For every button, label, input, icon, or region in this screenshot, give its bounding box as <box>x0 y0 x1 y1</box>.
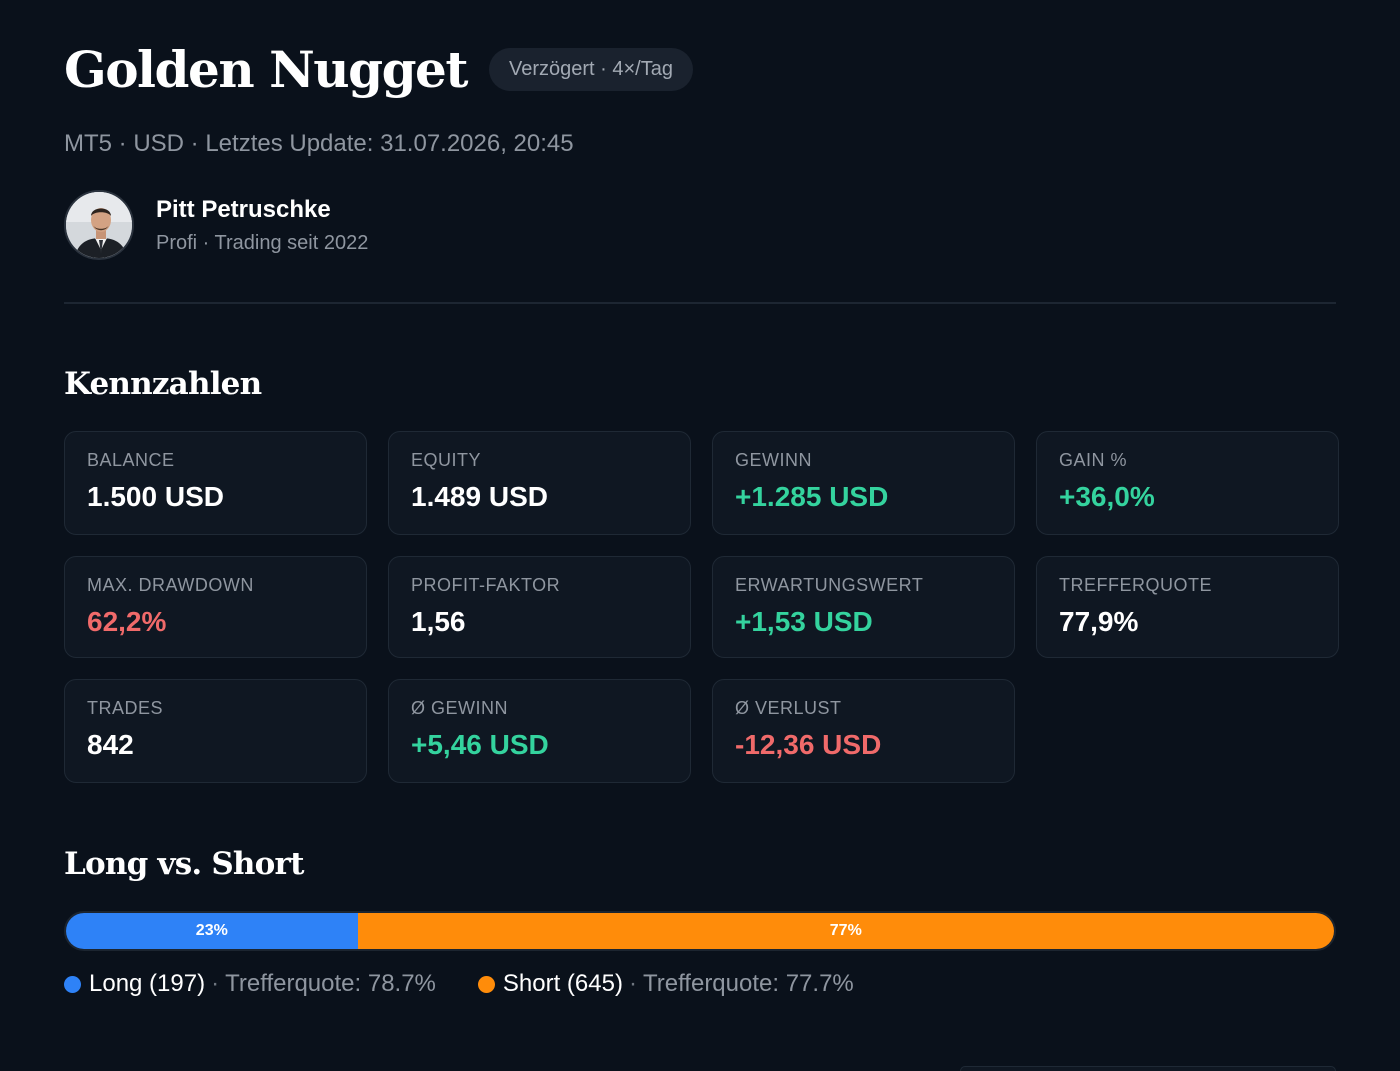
metric-value: 1.489 USD <box>411 481 548 512</box>
metric-value: +5,46 USD <box>411 729 549 760</box>
metric-card-balance: BALANCE 1.500 USD <box>64 431 367 535</box>
metric-label: EQUITY <box>411 450 482 470</box>
long-trefferquote: Trefferquote: 78.7% <box>225 970 436 997</box>
metric-card-trefferquote: TREFFERQUOTE 77,9% <box>1036 556 1339 658</box>
short-dot-icon <box>477 975 495 993</box>
metric-card-avg-gewinn: Ø GEWINN +5,46 USD <box>388 679 691 783</box>
metric-label: PROFIT-FAKTOR <box>411 575 561 595</box>
metric-value: 77,9% <box>1059 606 1139 637</box>
metric-card-gewinn: GEWINN +1.285 USD <box>712 431 1015 535</box>
long-short-legend: Long (197) · Trefferquote: 78.7% Short (… <box>64 970 896 998</box>
metric-card-max-drawdown: MAX. DRAWDOWN 62,2% <box>64 556 367 658</box>
metric-card-gain-percent: GAIN % +36,0% <box>1036 431 1339 535</box>
metric-label: GAIN % <box>1059 450 1128 470</box>
metric-card-profit-faktor: PROFIT-FAKTOR 1,56 <box>388 556 691 658</box>
long-label: Long (197) <box>89 970 206 997</box>
metric-value: 1.500 USD <box>87 481 224 512</box>
long-short-title: Long vs. Short <box>64 846 304 882</box>
metric-value: +1,53 USD <box>735 606 873 637</box>
metric-card-avg-verlust: Ø VERLUST -12,36 USD <box>712 679 1015 783</box>
short-share-segment: 77% <box>357 913 1334 949</box>
metric-value: 1,56 <box>411 606 466 637</box>
next-section-card-edge <box>960 1066 1336 1071</box>
metric-value: +1.285 USD <box>735 481 889 512</box>
avatar[interactable] <box>64 190 134 260</box>
long-share-segment: 23% <box>66 913 358 949</box>
legend-item-long: Long (197) · Trefferquote: 78.7% <box>64 970 436 998</box>
kennzahlen-title: Kennzahlen <box>64 366 262 402</box>
metric-card-trades: TRADES 842 <box>64 679 367 783</box>
update-frequency-badge: Verzögert · 4×/Tag <box>488 48 693 91</box>
metrics-grid: BALANCE 1.500 USD EQUITY 1.489 USD GEWIN… <box>64 431 1339 783</box>
legend-separator: · <box>628 970 637 997</box>
metric-label: TRADES <box>87 698 164 718</box>
legend-separator: · <box>211 970 220 997</box>
metric-label: Ø VERLUST <box>735 698 842 718</box>
long-dot-icon <box>64 975 81 993</box>
metric-value: 62,2% <box>87 606 167 637</box>
metric-label: MAX. DRAWDOWN <box>87 575 254 595</box>
metric-label: TREFFERQUOTE <box>1059 575 1212 595</box>
author-profile[interactable]: Pitt Petruschke Profi · Trading seit 202… <box>64 190 368 260</box>
author-name[interactable]: Pitt Petruschke <box>156 195 331 223</box>
author-text: Pitt Petruschke Profi · Trading seit 202… <box>156 196 368 255</box>
metric-label: Ø GEWINN <box>411 698 508 718</box>
page-header: Golden Nugget Verzögert · 4×/Tag <box>64 40 693 99</box>
metric-label: ERWARTUNGSWERT <box>735 575 924 595</box>
long-short-bar: 23% 77% <box>64 911 1336 951</box>
metric-value: -12,36 USD <box>735 729 882 760</box>
page-title: Golden Nugget <box>64 40 468 99</box>
metric-card-equity: EQUITY 1.489 USD <box>388 431 691 535</box>
metric-value: +36,0% <box>1059 481 1155 512</box>
short-trefferquote: Trefferquote: 77.7% <box>642 970 854 997</box>
header-divider <box>64 302 1336 304</box>
author-meta: Profi · Trading seit 2022 <box>156 231 369 254</box>
metric-label: GEWINN <box>735 450 812 470</box>
metric-label: BALANCE <box>87 450 175 470</box>
legend-item-short: Short (645) · Trefferquote: 77.7% <box>477 970 854 998</box>
metric-value: 842 <box>87 729 134 760</box>
person-photo-icon <box>66 192 132 258</box>
account-subtitle: MT5 · USD · Letztes Update: 31.07.2026, … <box>64 130 574 157</box>
metric-card-erwartungswert: ERWARTUNGSWERT +1,53 USD <box>712 556 1015 658</box>
short-label: Short (645) <box>502 970 623 997</box>
